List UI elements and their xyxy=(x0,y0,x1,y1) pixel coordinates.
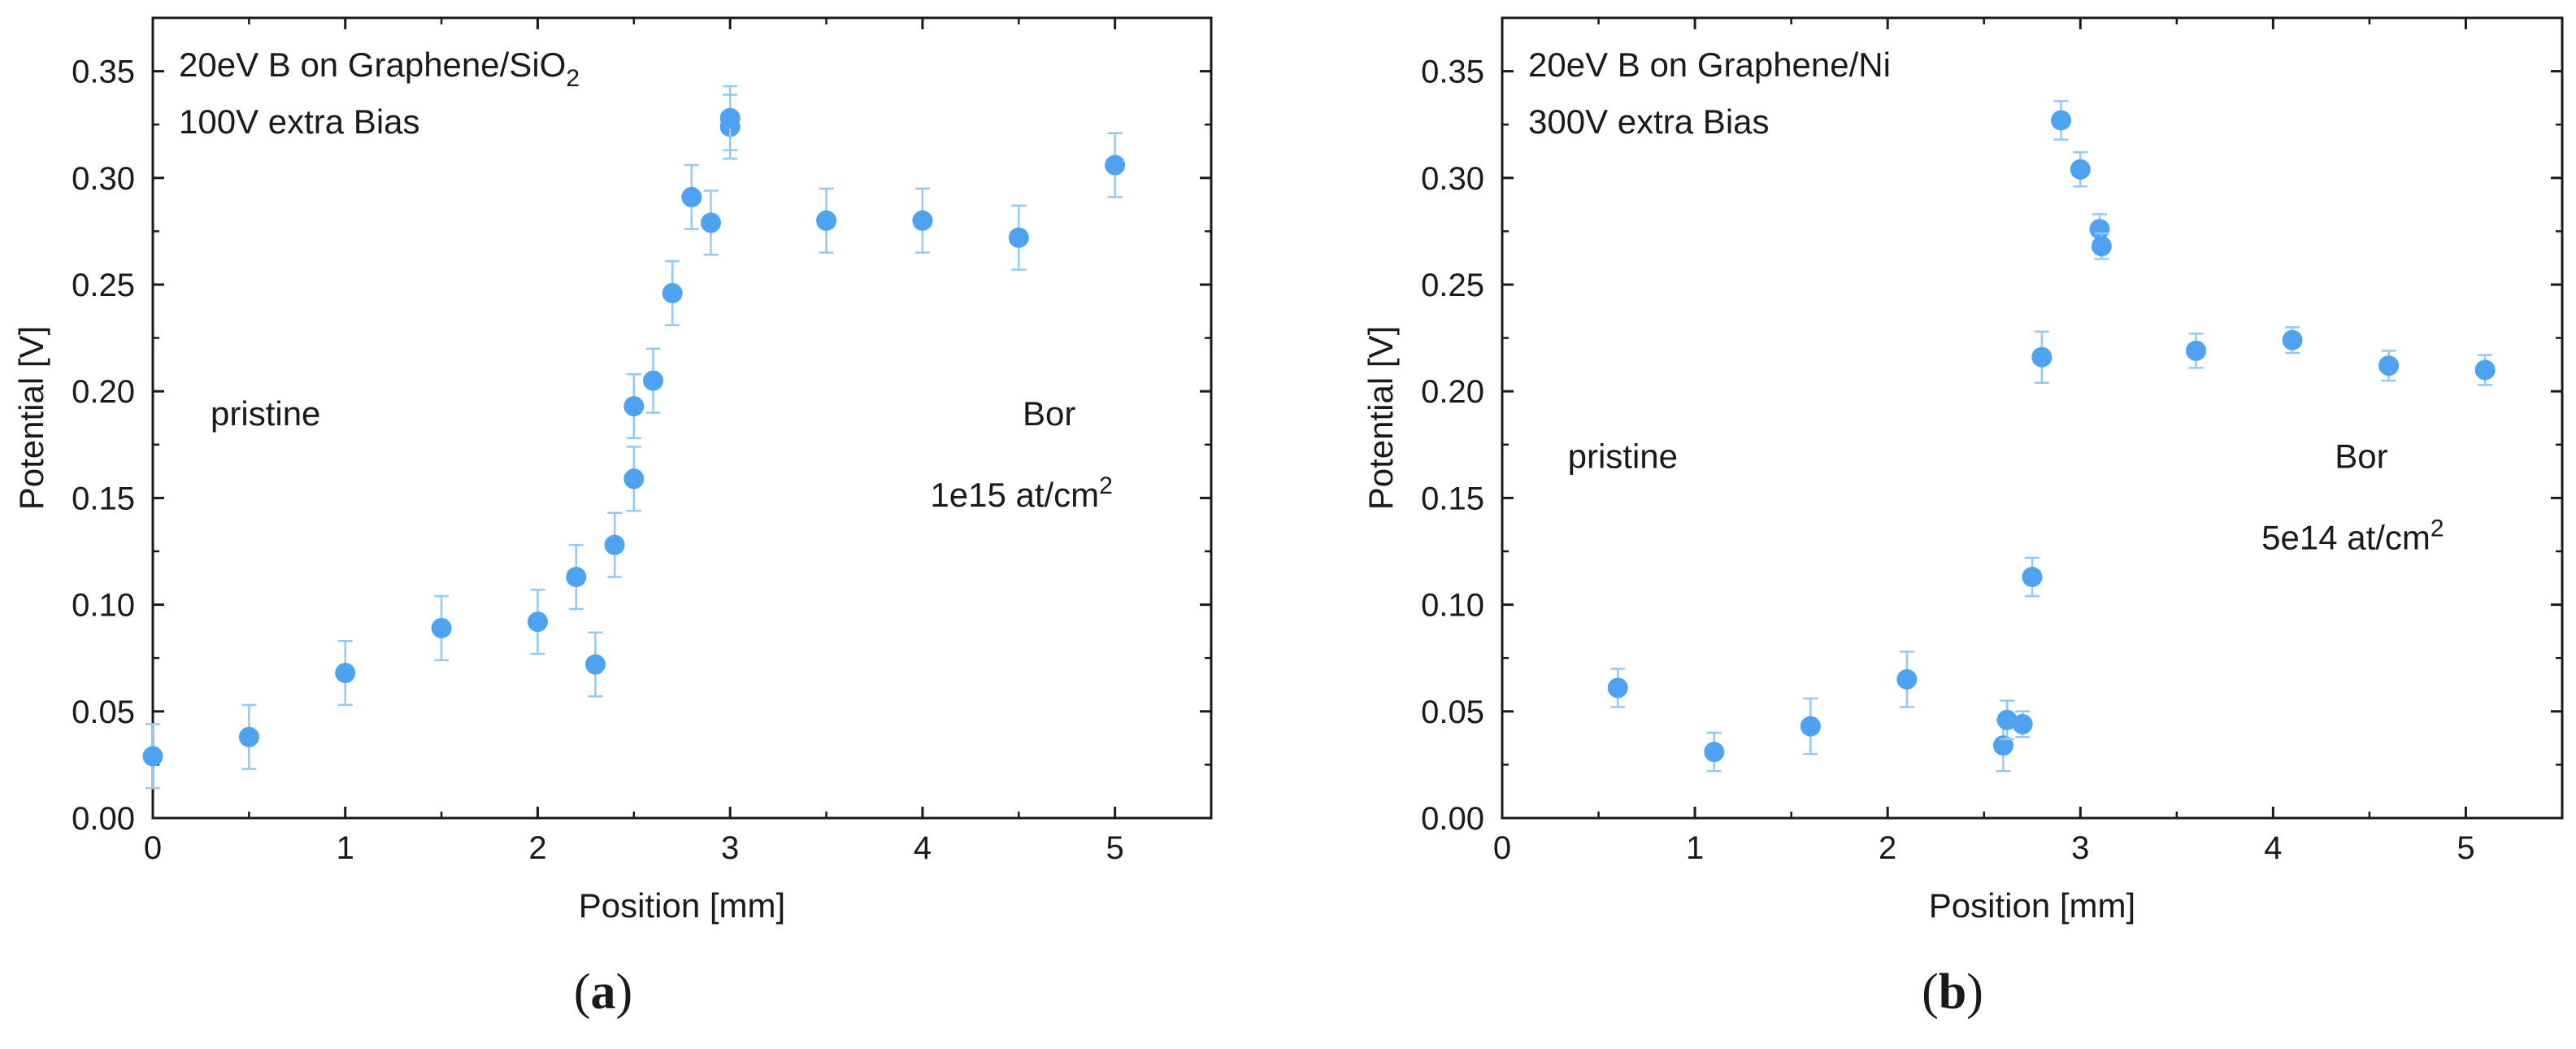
y-tick-label: 0.20 xyxy=(1421,374,1484,410)
data-point xyxy=(431,617,452,638)
x-tick-label: 1 xyxy=(1686,830,1704,866)
data-point xyxy=(1896,668,1918,690)
panel-caption: (b) xyxy=(1922,964,1983,1020)
chart-panel-a: 0 1 2 3 4 5 0.00 0.05 0.10 0.15 0.20 0.25 0.30 0.35 Po… xyxy=(12,16,1213,1020)
data-point xyxy=(701,212,722,233)
data-point xyxy=(566,566,587,587)
x-axis-title: Position [mm] xyxy=(579,886,785,925)
data-point xyxy=(1008,227,1029,248)
caption-paren-close: ) xyxy=(616,964,633,1020)
data-point xyxy=(1800,716,1821,737)
y-tick-label: 0.05 xyxy=(72,694,135,730)
annotation-dose: 5e14 at/cm2 xyxy=(2261,515,2444,556)
y-tick-label: 0.25 xyxy=(1421,268,1484,303)
y-axis-title: Potential [V] xyxy=(1362,326,1400,510)
annotation-bor: Bor xyxy=(2335,437,2387,476)
chart-title-line2: 100V extra Bias xyxy=(179,102,420,141)
data-point xyxy=(2378,355,2400,377)
x-axis-title: Position [mm] xyxy=(1929,886,2135,925)
data-point xyxy=(623,396,645,417)
y-axis-title: Potential [V] xyxy=(12,326,50,510)
data-point xyxy=(642,370,663,391)
data-point xyxy=(2186,340,2207,361)
data-point xyxy=(2091,236,2112,257)
x-tick-label: 3 xyxy=(2071,830,2089,866)
x-tick-label: 4 xyxy=(2264,830,2282,866)
annotation-dose-superscript: 2 xyxy=(2430,515,2444,542)
chart-title-text: 20eV B on Graphene/SiO xyxy=(179,46,566,84)
data-point xyxy=(238,726,259,747)
x-tick-label: 2 xyxy=(1879,830,1896,866)
x-tick-label: 5 xyxy=(2457,830,2474,866)
y-tick-label: 0.35 xyxy=(1421,54,1484,90)
y-tick-label: 0.00 xyxy=(72,801,135,837)
data-point xyxy=(662,282,683,303)
chart-title-subscript: 2 xyxy=(566,65,580,92)
caption-letter: b xyxy=(1939,964,1966,1020)
panel-caption: (a) xyxy=(574,964,632,1020)
data-point xyxy=(2070,159,2091,180)
caption-paren-open: ( xyxy=(1922,964,1939,1020)
chart-title-text: 20eV B on Graphene/Ni xyxy=(1528,46,1891,84)
y-tick-label: 0.30 xyxy=(1421,161,1484,197)
annotation-bor: Bor xyxy=(1023,394,1075,433)
data-point xyxy=(1996,709,2018,730)
data-point xyxy=(142,746,163,767)
y-tick-label: 0.25 xyxy=(72,268,135,303)
data-point xyxy=(719,107,741,128)
x-tick-label: 2 xyxy=(528,830,546,866)
x-tick-label: 0 xyxy=(144,830,162,866)
y-tick-label: 0.20 xyxy=(72,374,135,410)
y-tick-label: 0.30 xyxy=(72,161,135,197)
data-point xyxy=(2282,329,2303,350)
caption-paren-close: ) xyxy=(1966,964,1983,1020)
chart-title-line1: 20eV B on Graphene/Ni xyxy=(1528,46,1891,84)
y-tick-label: 0.15 xyxy=(72,481,135,516)
chart-panel-b: 0 1 2 3 4 5 0.00 0.05 0.10 0.15 0.20 0.25 0.30 0.35 Po… xyxy=(1362,16,2564,1020)
y-tick-label: 0.10 xyxy=(1421,588,1484,624)
y-tick-label: 0.00 xyxy=(1421,801,1484,837)
data-point xyxy=(584,654,606,675)
data-point xyxy=(2474,359,2496,381)
y-tick-label: 0.10 xyxy=(72,588,135,624)
annotation-dose-text: 5e14 at/cm xyxy=(2261,518,2430,556)
y-tick-label: 0.15 xyxy=(1421,481,1484,516)
caption-paren-open: ( xyxy=(574,964,591,1020)
data-point xyxy=(2051,110,2072,131)
data-point xyxy=(604,534,625,555)
data-point xyxy=(2031,346,2053,368)
annotation-dose-superscript: 2 xyxy=(1099,472,1113,499)
data-point xyxy=(1704,742,1725,763)
x-tick-label: 3 xyxy=(721,830,739,866)
chart-title-line2: 300V extra Bias xyxy=(1528,102,1770,141)
data-point xyxy=(1992,735,2013,756)
annotation-dose: 1e15 at/cm2 xyxy=(930,472,1112,514)
data-point xyxy=(2022,566,2043,587)
y-tick-label: 0.35 xyxy=(72,54,135,90)
y-tick-label: 0.05 xyxy=(1421,694,1484,730)
data-point xyxy=(912,210,933,231)
caption-letter: a xyxy=(591,964,616,1020)
data-point xyxy=(1105,155,1126,176)
data-point xyxy=(335,663,356,684)
x-tick-label: 0 xyxy=(1493,830,1511,866)
chart-title-line1: 20eV B on Graphene/SiO2 xyxy=(179,46,580,92)
annotation-dose-text: 1e15 at/cm xyxy=(930,476,1099,514)
data-point xyxy=(623,468,645,490)
x-tick-label: 1 xyxy=(337,830,354,866)
x-tick-label: 5 xyxy=(1106,830,1124,866)
plot-frame xyxy=(151,16,1213,820)
data-point xyxy=(1607,677,1628,699)
data-point xyxy=(681,186,702,207)
data-point xyxy=(2012,714,2033,735)
plot-frame xyxy=(1501,16,2564,820)
data-point xyxy=(527,612,548,633)
data-point xyxy=(816,210,837,231)
annotation-pristine: pristine xyxy=(211,394,320,433)
x-tick-label: 4 xyxy=(914,830,932,866)
annotation-pristine: pristine xyxy=(1568,437,1678,476)
